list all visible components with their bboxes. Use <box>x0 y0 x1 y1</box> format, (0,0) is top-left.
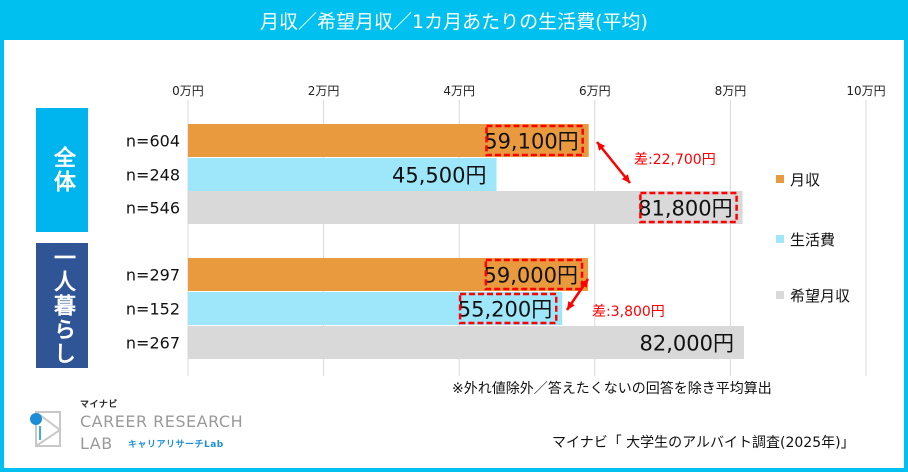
highlight-box <box>484 258 584 291</box>
bar-生活費 <box>188 158 497 191</box>
value-label: 82,000円 <box>639 332 733 356</box>
bar-希望月収 <box>188 191 743 224</box>
sample-size-label: n=546 <box>126 199 180 218</box>
x-tick-label: 6万円 <box>579 84 611 98</box>
x-tick-label: 10万円 <box>846 84 885 98</box>
logo-sub: キャリアリサーチLab <box>128 440 224 450</box>
bar-生活費 <box>188 292 563 325</box>
footnote: ※外れ値除外／答えたくないの回答を除き平均算出 <box>452 381 772 397</box>
difference-arrow-head <box>580 279 588 288</box>
difference-arrow-head <box>621 174 630 183</box>
sample-size-label: n=248 <box>126 166 180 185</box>
x-tick-label: 2万円 <box>308 84 340 98</box>
highlight-box <box>639 191 738 224</box>
logo-brand: マイナビ <box>80 400 118 410</box>
legend-swatch <box>776 235 784 243</box>
value-label: 81,800円 <box>638 197 732 221</box>
difference-arrow-head <box>597 142 606 151</box>
bar-月収 <box>188 258 589 291</box>
group-label-living-alone: 一人暮らし <box>36 243 88 368</box>
x-tick-label: 4万円 <box>443 84 475 98</box>
difference-arrow <box>596 141 631 184</box>
bar-希望月収 <box>188 326 744 359</box>
difference-label: 差:3,800円 <box>592 304 665 320</box>
value-label: 45,500円 <box>392 164 486 188</box>
bar-chart: 0万円 2万円 4万円 6万円 8万円 10万円 n=604 59,100円 n=248 45,5… <box>126 84 886 376</box>
x-tick-label: 0万円 <box>172 84 204 98</box>
legend-swatch <box>776 291 784 299</box>
group-label-all: 全体 <box>36 108 88 232</box>
legend-label: 生活費 <box>790 231 835 249</box>
legend-label: 希望月収 <box>790 287 850 305</box>
legend-swatch <box>776 175 784 183</box>
x-tick-label: 8万円 <box>715 84 747 98</box>
value-label: 55,200円 <box>458 298 552 322</box>
value-label: 59,100円 <box>484 130 578 154</box>
value-label: 59,000円 <box>484 264 578 288</box>
logo-icon <box>30 411 62 447</box>
difference-label: 差:22,700円 <box>634 152 716 168</box>
highlight-box <box>458 292 558 325</box>
highlight-box <box>485 124 584 157</box>
sample-size-label: n=152 <box>126 300 180 319</box>
difference-arrow-head <box>567 301 575 310</box>
sample-size-label: n=604 <box>126 132 180 151</box>
logo-line1: CAREER RESEARCH <box>80 412 244 431</box>
bar-月収 <box>188 124 589 157</box>
legend-label: 月収 <box>790 171 820 189</box>
logo-line2: LAB <box>80 434 113 453</box>
sample-size-label: n=267 <box>126 334 180 353</box>
source: マイナビ「 大学生のアルバイト調査(2025年)」 <box>552 435 855 451</box>
chart-title: 月収／希望月収／1カ月あたりの生活費(平均) <box>4 0 904 40</box>
sample-size-label: n=297 <box>126 266 180 285</box>
